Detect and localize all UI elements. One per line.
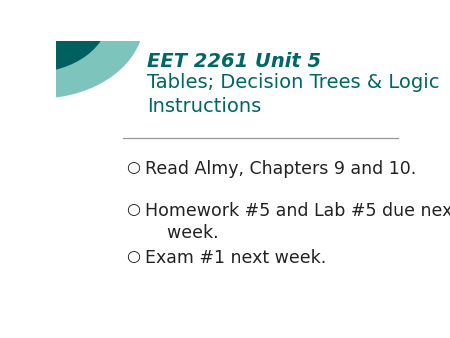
Circle shape: [0, 0, 144, 98]
Text: ○: ○: [126, 160, 140, 175]
Text: Read Almy, Chapters 9 and 10.: Read Almy, Chapters 9 and 10.: [145, 160, 416, 178]
Circle shape: [0, 0, 108, 72]
Text: Exam #1 next week.: Exam #1 next week.: [145, 249, 326, 267]
Text: ○: ○: [126, 202, 140, 217]
Text: Tables; Decision Trees & Logic
Instructions: Tables; Decision Trees & Logic Instructi…: [147, 73, 439, 116]
Text: EET 2261 Unit 5: EET 2261 Unit 5: [147, 52, 321, 71]
Text: ○: ○: [126, 249, 140, 264]
Text: Homework #5 and Lab #5 due next
    week.: Homework #5 and Lab #5 due next week.: [145, 202, 450, 242]
